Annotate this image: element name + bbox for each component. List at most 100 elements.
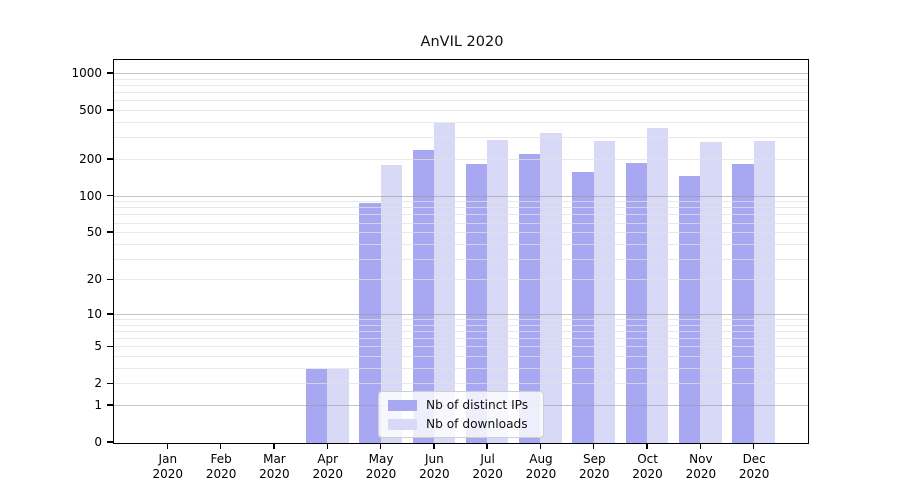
x-tick-mark (539, 443, 542, 449)
legend-row-distinct-ips: Nb of distinct IPs (388, 398, 534, 412)
bar-distinct-ips-aug (519, 153, 541, 443)
x-tick-mark (379, 443, 382, 449)
y-tick-label: 5 (94, 339, 102, 354)
y-tick-label: 100 (79, 188, 102, 203)
y-tick-mark (106, 278, 113, 281)
x-tick-mark (219, 443, 222, 449)
gridline-minor (114, 207, 808, 209)
x-tick-label: May 2020 (365, 452, 397, 481)
y-tick-label: 1 (94, 397, 102, 412)
x-tick-label: Sep 2020 (578, 452, 610, 481)
bar-downloads-may (380, 164, 402, 443)
gridline-minor (114, 324, 808, 326)
legend-row-downloads: Nb of downloads (388, 417, 534, 431)
bar-distinct-ips-nov (679, 175, 701, 443)
x-tick-mark (646, 443, 648, 449)
gridline-major (114, 313, 808, 315)
gridline-minor (114, 367, 808, 369)
y-tick-mark (106, 158, 113, 160)
gridline-minor (114, 158, 808, 160)
x-tick-label: Feb 2020 (205, 452, 237, 481)
gridline-minor (114, 137, 808, 139)
bar-downloads-dec (753, 141, 775, 443)
legend-label-distinct-ips: Nb of distinct IPs (426, 398, 529, 412)
bar-downloads-sep (593, 140, 616, 443)
x-tick-label: Mar 2020 (259, 452, 290, 481)
legend-swatch-downloads (388, 418, 417, 430)
gridline-minor (114, 78, 808, 80)
x-tick-label: Apr 2020 (312, 452, 343, 481)
y-tick-mark (106, 231, 113, 233)
gridline-major (114, 195, 808, 197)
x-tick-mark (326, 443, 328, 449)
gridline-minor (114, 258, 808, 260)
y-tick-label: 50 (86, 225, 102, 240)
y-tick-mark (106, 345, 113, 348)
y-tick-label: 1000 (71, 66, 102, 81)
y-tick-mark (106, 441, 113, 443)
y-tick-mark (106, 194, 113, 197)
gridline-major (114, 73, 808, 75)
y-tick-mark (106, 313, 113, 315)
y-tick-mark (106, 72, 113, 74)
y-tick-mark (106, 404, 113, 406)
bar-distinct-ips-oct (625, 162, 648, 443)
bar-downloads-apr (327, 369, 349, 443)
gridline-minor (114, 243, 808, 245)
x-tick-mark (593, 443, 595, 449)
bar-downloads-aug (540, 132, 562, 443)
x-tick-label: Jan 2020 (152, 452, 184, 481)
x-tick-mark (486, 443, 488, 449)
x-tick-label: Jul 2020 (472, 452, 503, 481)
y-tick-mark (106, 109, 113, 111)
gridline-minor (114, 100, 808, 102)
y-tick-mark (106, 382, 113, 385)
gridline-minor (114, 214, 808, 216)
y-tick-label: 200 (79, 151, 102, 166)
gridline-minor (114, 338, 808, 340)
gridline-minor (114, 222, 808, 224)
y-tick-label: 500 (79, 103, 102, 118)
gridline-minor (114, 85, 808, 87)
x-tick-mark (273, 443, 275, 449)
y-tick-label: 10 (86, 306, 102, 321)
x-tick-label: Jun 2020 (419, 452, 450, 481)
y-tick-label: 0 (94, 435, 102, 449)
gridline-minor (114, 356, 808, 358)
x-tick-mark (433, 443, 435, 449)
gridline-minor (114, 122, 808, 123)
bar-downloads-nov (700, 142, 722, 443)
bar-distinct-ips-may (359, 203, 381, 443)
x-tick-label: Dec 2020 (738, 452, 770, 481)
x-tick-label: Aug 2020 (525, 452, 557, 481)
x-tick-mark (752, 443, 755, 449)
bar-downloads-jul (487, 139, 509, 443)
bar-distinct-ips-jul (465, 163, 488, 443)
gridline-minor (114, 92, 808, 94)
bar-distinct-ips-dec (732, 163, 754, 443)
gridline-minor (114, 319, 808, 321)
x-tick-label: Oct 2020 (632, 452, 663, 481)
gridline-minor (114, 346, 808, 348)
gridline-minor (114, 110, 808, 112)
gridline-minor (114, 279, 808, 281)
y-tick-label: 2 (94, 376, 102, 391)
gridline-minor (114, 201, 808, 203)
y-tick-label: 20 (86, 272, 102, 287)
plot-area: Nb of distinct IPs Nb of downloads (106, 59, 809, 449)
gridline-minor (114, 330, 808, 332)
x-tick-mark (699, 443, 702, 449)
bar-downloads-jun (433, 123, 456, 443)
gridline-minor (114, 383, 808, 385)
gridline-minor (114, 232, 808, 234)
bar-distinct-ips-apr (305, 369, 328, 443)
chart-title: AnVIL 2020 (420, 34, 504, 50)
bar-downloads-oct (647, 128, 669, 443)
x-tick-label: Nov 2020 (685, 452, 717, 481)
legend-swatch-distinct-ips (388, 399, 417, 411)
legend-label-downloads: Nb of downloads (426, 417, 528, 431)
x-tick-mark (166, 443, 168, 449)
legend: Nb of distinct IPs Nb of downloads (378, 391, 544, 438)
bar-distinct-ips-sep (572, 171, 594, 443)
